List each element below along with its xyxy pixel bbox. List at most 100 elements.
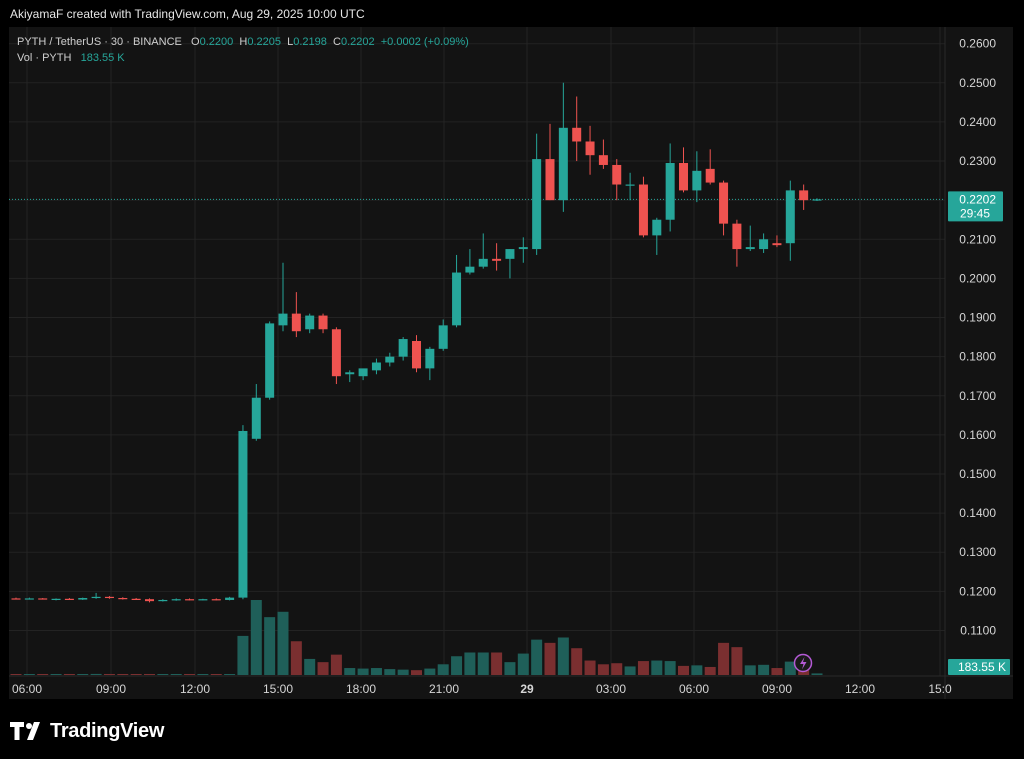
- candle-body: [518, 247, 528, 250]
- x-tick-label: 12:00: [845, 682, 875, 696]
- attribution-bar: AkiyamaF created with TradingView.com, A…: [0, 0, 1024, 28]
- x-tick-label: 15:00: [263, 682, 293, 696]
- candle-body: [585, 141, 595, 156]
- lightning-bolt-icon: [800, 657, 807, 670]
- volume-bar: [771, 668, 783, 675]
- volume-bar: [264, 617, 276, 675]
- x-tick-label: 06:00: [679, 682, 709, 696]
- candle-body: [225, 597, 235, 600]
- volume-bar: [10, 674, 22, 675]
- volume-bar: [237, 635, 249, 675]
- volume-badge: [948, 659, 1010, 675]
- y-tick-label: 0.1400: [959, 506, 996, 520]
- candle-body: [11, 598, 21, 600]
- volume-bar: [117, 674, 129, 675]
- candle-body: [64, 598, 74, 600]
- volume-bar: [731, 647, 743, 675]
- x-tick-label: 15:0: [928, 682, 952, 696]
- volume-bar: [611, 663, 623, 675]
- candle-body: [158, 599, 168, 602]
- candle-body: [505, 249, 515, 259]
- volume-badge-value: 183.55 K: [958, 660, 1006, 674]
- symbol-label: PYTH / TetherUS · 30 · BINANCE: [17, 36, 182, 48]
- attribution-text: AkiyamaF created with TradingView.com, A…: [10, 7, 365, 21]
- volume-bar: [464, 652, 476, 675]
- volume-label: Vol · PYTH: [17, 52, 72, 64]
- chart-area[interactable]: [9, 27, 1013, 699]
- volume-bar: [704, 666, 716, 675]
- volume-bar: [544, 642, 556, 675]
- volume-bar: [437, 664, 449, 675]
- volume-bar: [50, 674, 62, 675]
- open-value: 0.2200: [199, 36, 234, 48]
- volume-bar: [784, 661, 796, 675]
- volume-bar: [397, 669, 409, 675]
- candle-body: [772, 243, 782, 246]
- y-tick-label: 0.1800: [959, 350, 996, 364]
- candle-body: [665, 163, 675, 220]
- candle-body: [812, 199, 822, 201]
- y-tick-label: 0.2300: [959, 154, 996, 168]
- y-tick-label: 0.2100: [959, 232, 996, 246]
- x-tick-label: 03:00: [596, 682, 626, 696]
- volume-bar: [304, 658, 316, 675]
- volume-bar: [411, 670, 422, 675]
- volume-bar: [678, 665, 689, 675]
- candle-body: [558, 127, 568, 201]
- volume-bar: [424, 668, 436, 675]
- candle-body: [465, 266, 475, 273]
- candle-body: [732, 223, 742, 250]
- high-label: H: [239, 36, 248, 48]
- open-label: O: [191, 36, 200, 48]
- candle-body: [38, 598, 48, 600]
- candle-body: [251, 397, 261, 439]
- candle-body: [625, 184, 635, 186]
- candle-body: [692, 170, 702, 191]
- x-tick-label: 18:00: [346, 682, 376, 696]
- candle-body: [24, 598, 34, 600]
- y-tick-label: 0.1300: [959, 545, 996, 559]
- volume-bar: [584, 660, 596, 675]
- x-tick-label: 12:00: [180, 682, 210, 696]
- candle-body: [185, 599, 195, 601]
- countdown-badge-value: 29:45: [960, 206, 990, 220]
- candle-body: [612, 164, 622, 185]
- candle-body: [278, 313, 288, 326]
- volume-bar: [197, 674, 209, 675]
- y-tick-label: 0.2500: [959, 76, 996, 90]
- close-label: C: [333, 36, 341, 48]
- y-tick-label: 0.1900: [959, 311, 996, 325]
- candle-body: [145, 599, 154, 602]
- volume-bar: [597, 664, 609, 675]
- volume-bar: [103, 674, 115, 675]
- candle-body: [358, 368, 368, 377]
- brand-name: TradingView: [50, 719, 165, 742]
- y-tick-label: 0.1200: [959, 584, 996, 598]
- candle-body: [545, 159, 555, 201]
- x-tick-label: 09:00: [96, 682, 126, 696]
- x-tick-label: 29: [520, 682, 534, 696]
- candle-body: [745, 247, 755, 250]
- candle-body: [572, 127, 582, 142]
- candle-body: [532, 159, 542, 250]
- candle-body: [331, 329, 341, 377]
- volume-bar: [811, 673, 823, 675]
- volume-bar: [557, 637, 569, 675]
- volume-bar: [63, 674, 75, 675]
- volume-bar: [344, 668, 356, 675]
- close-value: 0.2202: [340, 36, 375, 48]
- tradingview-mark-icon: [10, 722, 40, 740]
- volume-bar: [77, 674, 89, 675]
- volume-value: 183.55 K: [80, 52, 125, 64]
- volume-bar: [277, 611, 289, 675]
- candle-body: [305, 315, 315, 330]
- candle-body: [398, 339, 408, 357]
- volume-bar: [517, 653, 529, 675]
- volume-bar: [571, 648, 583, 675]
- volume-bar: [184, 674, 196, 675]
- volume-bar: [504, 662, 516, 675]
- candle-body: [51, 598, 61, 600]
- x-tick-label: 21:00: [429, 682, 459, 696]
- y-tick-label: 0.1100: [960, 623, 996, 637]
